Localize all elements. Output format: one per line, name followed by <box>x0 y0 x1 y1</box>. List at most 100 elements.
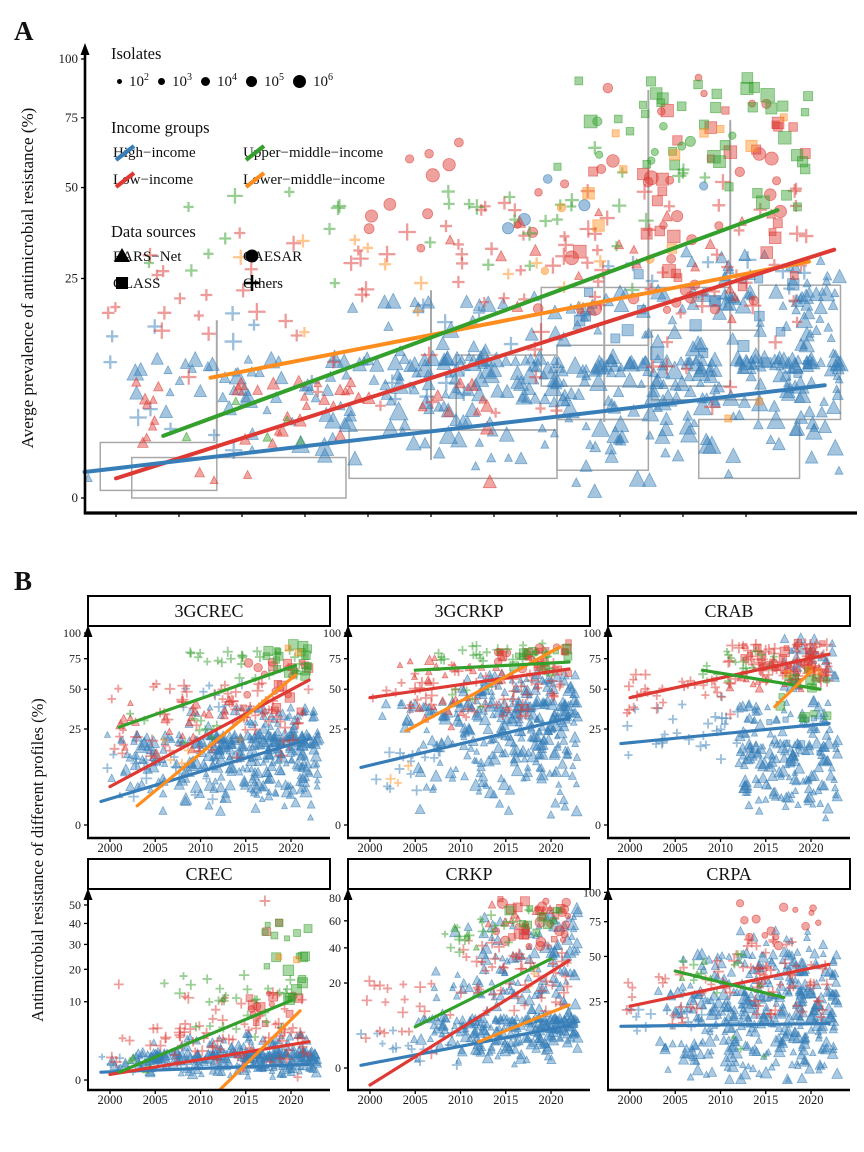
scatter-point-triangle <box>184 1066 194 1076</box>
scatter-point-triangle <box>744 1062 752 1070</box>
scatter-point-plus <box>738 657 748 667</box>
scatter-point-triangle <box>743 290 754 300</box>
scatter-point-plus <box>507 654 519 665</box>
scatter-point-square <box>713 155 726 169</box>
scatter-point-circle <box>665 175 675 185</box>
scatter-point-circle <box>815 919 822 926</box>
scatter-point-plus <box>629 675 638 684</box>
scatter-point-triangle <box>504 784 516 795</box>
scatter-point-plus <box>726 639 739 652</box>
scatter-point-circle <box>442 158 456 172</box>
scatter-point-plus <box>114 684 123 693</box>
scatter-point-triangle <box>160 713 171 724</box>
scatter-point-plus <box>554 199 566 211</box>
scatter-point-square <box>787 278 800 291</box>
scatter-point-plus <box>514 703 527 717</box>
subplot-title-crpa: CRPA <box>607 858 851 890</box>
scatter-point-plus <box>663 200 675 212</box>
scatter-point-triangle <box>482 723 494 735</box>
scatter-point-triangle <box>474 437 485 447</box>
scatter-point-triangle <box>272 726 283 736</box>
scatter-point-plus <box>107 694 117 704</box>
scatter-point-triangle <box>299 391 309 401</box>
scatter-point-plus <box>236 998 247 1009</box>
scatter-point-square <box>772 218 783 229</box>
scatter-point-triangle <box>471 1026 480 1035</box>
scatter-point-circle <box>363 223 375 235</box>
scatter-point-triangle <box>239 742 247 750</box>
scatter-point-triangle <box>797 996 808 1006</box>
scatter-point-triangle <box>165 727 174 736</box>
scatter-point-plus <box>733 642 745 654</box>
scatter-point-triangle <box>432 446 446 459</box>
legend-income-item: Upper−middle−income <box>243 142 383 164</box>
scatter-point-plus <box>157 305 172 320</box>
square-icon <box>116 277 128 289</box>
x-tick-label: 2000 <box>98 1093 123 1107</box>
scatter-point-square <box>274 648 282 655</box>
scatter-point-circle <box>556 203 567 213</box>
scatter-point-triangle <box>382 419 400 437</box>
scatter-point-triangle <box>641 472 657 487</box>
scatter-point-triangle <box>657 420 675 437</box>
scatter-point-circle <box>659 221 668 230</box>
scatter-point-triangle <box>536 772 548 784</box>
scatter-point-plus <box>284 186 295 198</box>
scatter-point-plus <box>425 395 439 409</box>
scatter-point-triangle <box>778 945 790 957</box>
scatter-point-triangle <box>480 398 494 412</box>
scatter-point-plus <box>756 982 764 990</box>
scatter-point-triangle <box>831 783 840 792</box>
scatter-point-circle <box>751 914 761 924</box>
scatter-point-plus <box>724 650 733 660</box>
scatter-point-triangle <box>253 790 261 798</box>
scatter-point-square <box>610 333 621 344</box>
scatter-point-triangle <box>498 426 515 442</box>
scatter-point-triangle <box>726 331 740 345</box>
scatter-point-plus <box>782 364 798 381</box>
scatter-point-triangle <box>788 772 802 785</box>
scatter-point-triangle <box>761 795 770 803</box>
scatter-point-triangle <box>489 711 497 719</box>
scatter-point-plus <box>375 400 386 412</box>
scatter-point-triangle <box>424 667 433 676</box>
scatter-point-triangle <box>712 996 725 1009</box>
scatter-point-triangle <box>484 919 493 928</box>
scatter-point-plus <box>558 237 574 253</box>
scatter-point-square <box>782 716 789 723</box>
scatter-point-triangle <box>640 329 650 339</box>
scatter-point-triangle <box>296 1067 303 1075</box>
scatter-point-triangle <box>700 957 709 965</box>
scatter-point-triangle <box>542 682 552 692</box>
scatter-point-plus <box>357 281 375 298</box>
scatter-point-plus <box>514 680 528 693</box>
scatter-point-triangle <box>377 711 387 720</box>
scatter-point-plus <box>518 230 529 241</box>
legend-source-item: Others <box>243 273 283 295</box>
scatter-point-triangle <box>538 734 549 745</box>
scatter-point-triangle <box>457 1014 468 1025</box>
scatter-point-triangle <box>798 336 816 353</box>
scatter-point-plus <box>437 374 455 392</box>
scatter-point-triangle <box>296 747 309 759</box>
scatter-point-triangle <box>828 956 838 966</box>
y-tick-label: 0 <box>595 818 601 832</box>
scatter-point-circle <box>535 936 547 948</box>
scatter-point-triangle <box>763 746 777 759</box>
trend-line-red <box>108 1040 311 1077</box>
scatter-point-triangle <box>757 1010 770 1023</box>
scatter-point-square <box>799 163 811 175</box>
scatter-point-triangle <box>316 447 333 463</box>
scatter-point-plus <box>547 981 557 990</box>
y-axis-arrow-icon <box>343 625 353 637</box>
scatter-point-triangle <box>500 687 510 696</box>
scatter-point-triangle <box>478 1046 486 1054</box>
scatter-point-triangle <box>313 378 323 388</box>
scatter-point-plus <box>732 658 739 666</box>
scatter-point-triangle <box>722 1020 736 1034</box>
scatter-point-triangle <box>121 1059 130 1069</box>
scatter-point-triangle <box>561 933 574 945</box>
scatter-point-triangle <box>478 1024 486 1032</box>
scatter-point-triangle <box>726 1060 740 1073</box>
scatter-point-square <box>252 1019 260 1027</box>
